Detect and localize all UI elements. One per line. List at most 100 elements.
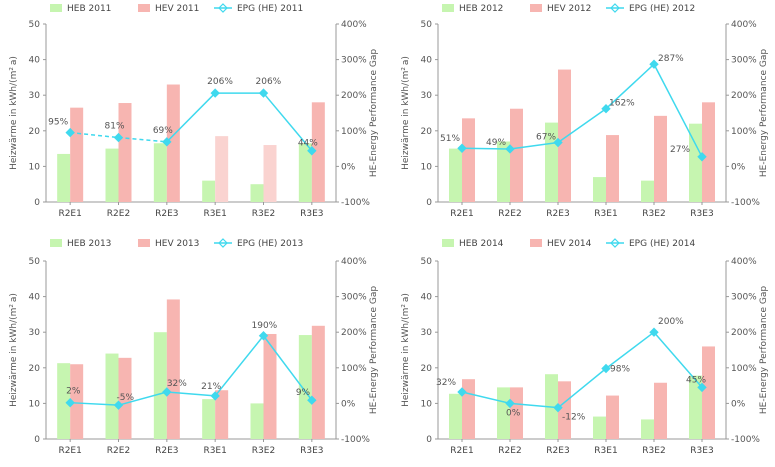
bar-hev xyxy=(510,108,523,202)
legend-marker-epg xyxy=(610,238,620,248)
bar-heb xyxy=(689,375,702,439)
epg-data-label: 200% xyxy=(658,317,684,327)
legend-label-heb: HEB 2012 xyxy=(459,4,503,14)
epg-data-label: 81% xyxy=(105,122,125,132)
legend-swatch-hev xyxy=(138,4,150,12)
x-tick-label: R3E1 xyxy=(594,446,617,456)
y-tick-label: 30 xyxy=(29,328,41,338)
x-tick-label: R2E2 xyxy=(107,446,130,456)
y-tick-label: 20 xyxy=(29,364,41,374)
epg-point xyxy=(697,152,707,162)
x-tick-label: R3E3 xyxy=(690,446,713,456)
epg-line-segment xyxy=(461,147,511,150)
x-tick-label: R2E3 xyxy=(155,209,178,219)
bar-hev xyxy=(558,381,571,439)
legend-label-epg: EPG (HE) 2011 xyxy=(237,4,303,14)
bar-heb xyxy=(641,419,654,439)
bar-heb xyxy=(298,143,312,202)
epg-point xyxy=(601,363,611,374)
y2-tick-label: 200% xyxy=(341,328,367,338)
y-tick-label: 20 xyxy=(421,127,433,137)
legend-label-hev: HEV 2014 xyxy=(547,239,592,249)
bar-hev xyxy=(462,118,475,202)
bar-hev xyxy=(215,136,229,202)
y2-tick-label: 100% xyxy=(341,127,367,137)
epg-data-label: 32% xyxy=(436,378,456,388)
epg-data-label: -12% xyxy=(562,413,586,423)
y2-tick-label: -100% xyxy=(341,198,370,208)
epg-line-segment xyxy=(166,391,216,397)
legend-label-epg: EPG (HE) 2014 xyxy=(629,239,695,249)
y-tick-label: 30 xyxy=(29,91,41,101)
y-tick-label: 0 xyxy=(34,435,40,445)
epg-data-label: 190% xyxy=(252,321,278,331)
epg-data-label: 95% xyxy=(48,118,68,128)
epg-point xyxy=(162,387,172,397)
y2-tick-label: 100% xyxy=(731,127,757,137)
bar-hev xyxy=(166,299,180,439)
y2-tick-label: 300% xyxy=(731,293,757,303)
y-tick-label: 40 xyxy=(29,293,41,303)
epg-point xyxy=(113,132,124,143)
bar-heb xyxy=(202,180,216,202)
x-tick-label: R2E2 xyxy=(107,209,130,219)
bar-heb xyxy=(449,148,462,202)
x-tick-label: R3E2 xyxy=(642,446,665,456)
epg-point xyxy=(505,398,515,409)
y-tick-label: 40 xyxy=(421,56,433,66)
bar-hev xyxy=(70,107,84,202)
bar-hev xyxy=(263,333,277,439)
epg-line-segment xyxy=(653,63,703,158)
y-tick-label: 0 xyxy=(426,435,432,445)
epg-line-segment xyxy=(509,141,559,150)
epg-line-segment xyxy=(214,335,265,397)
legend-label-hev: HEV 2012 xyxy=(547,4,591,14)
bar-heb xyxy=(298,335,312,439)
y-axis-title: Heizwärme in kWh/(m² a) xyxy=(401,56,411,170)
epg-line-segment xyxy=(557,367,607,409)
legend-swatch-heb xyxy=(50,239,62,247)
x-tick-label: R3E3 xyxy=(300,209,323,219)
legend-swatch-heb xyxy=(50,4,62,12)
epg-line-segment xyxy=(605,331,655,370)
legend-label-heb: HEB 2013 xyxy=(67,239,111,249)
bar-heb xyxy=(153,332,167,439)
y-tick-label: 10 xyxy=(29,162,41,172)
legend-swatch-hev xyxy=(138,239,150,247)
legend-swatch-hev xyxy=(530,239,542,247)
y-tick-label: 50 xyxy=(421,257,433,267)
epg-line-segment xyxy=(70,131,119,139)
epg-line-segment xyxy=(557,108,607,144)
bar-heb xyxy=(641,180,654,202)
epg-data-label: 2% xyxy=(66,387,81,397)
chart-panel-4: 0 10 20 30 40 50 -100% 0% 100% 200% 300% 400% Heizwä… xyxy=(401,238,769,456)
bar-heb xyxy=(250,184,264,202)
bar-heb xyxy=(250,403,264,439)
epg-data-label: 32% xyxy=(167,379,187,389)
epg-data-label: -5% xyxy=(117,393,135,403)
epg-line-segment xyxy=(653,331,703,388)
epg-data-label: 21% xyxy=(201,382,221,392)
x-tick-label: R2E3 xyxy=(155,446,178,456)
x-tick-label: R3E2 xyxy=(642,209,665,219)
y2-axis-title: HE-Energy Performance Gap xyxy=(759,49,769,177)
legend-marker-epg xyxy=(218,3,228,13)
bar-hev xyxy=(702,346,715,439)
y2-tick-label: 300% xyxy=(341,56,367,66)
y2-tick-label: 100% xyxy=(341,364,367,374)
legend-marker-epg xyxy=(610,3,620,13)
y-tick-label: 10 xyxy=(421,399,433,409)
epg-data-label: 98% xyxy=(610,365,630,375)
epg-data-label: 287% xyxy=(658,54,684,64)
epg-line-segment xyxy=(262,92,313,152)
y2-tick-label: 400% xyxy=(341,257,367,267)
bar-hev xyxy=(263,145,277,202)
bar-heb xyxy=(497,141,510,202)
bar-hev xyxy=(510,387,523,439)
bar-hev xyxy=(215,390,229,439)
epg-point xyxy=(65,127,75,138)
x-tick-label: R2E1 xyxy=(58,209,81,219)
y2-tick-label: 200% xyxy=(731,328,757,338)
y-axis-title: Heizwärme in kWh/(m² a) xyxy=(9,293,19,407)
y2-tick-label: 0% xyxy=(341,162,356,172)
